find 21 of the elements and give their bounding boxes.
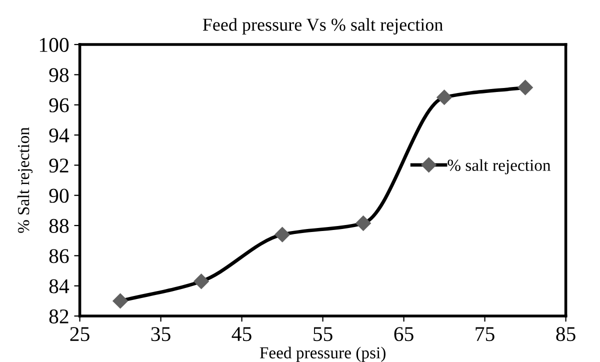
legend-label: % salt rejection — [448, 159, 551, 174]
y-tick-label: 82 — [49, 309, 68, 324]
x-tick-label: 75 — [476, 327, 494, 342]
y-tick-label: 92 — [49, 158, 68, 173]
y-tick-label: 98 — [49, 68, 69, 82]
x-tick-label: 35 — [151, 327, 170, 342]
x-axis-title: Feed pressure (psi) — [260, 346, 386, 362]
y-tick-label: 90 — [49, 188, 69, 203]
chart-title: Feed pressure Vs % salt rejection — [202, 18, 443, 34]
y-tick-label: 84 — [49, 279, 70, 294]
x-tick-label: 45 — [232, 327, 252, 342]
y-tick-label: 96 — [49, 98, 69, 112]
y-axis-title: % Salt rejection — [17, 127, 33, 233]
x-tick-label: 85 — [556, 327, 576, 342]
x-tick-label: 65 — [394, 327, 414, 342]
y-tick-label: 88 — [49, 218, 69, 233]
y-tick-label: 86 — [49, 249, 69, 264]
y-tick-label: 94 — [49, 128, 70, 142]
x-tick-label: 55 — [314, 327, 332, 342]
x-tick-label: 25 — [70, 327, 90, 342]
y-tick-label: 100 — [40, 38, 69, 52]
